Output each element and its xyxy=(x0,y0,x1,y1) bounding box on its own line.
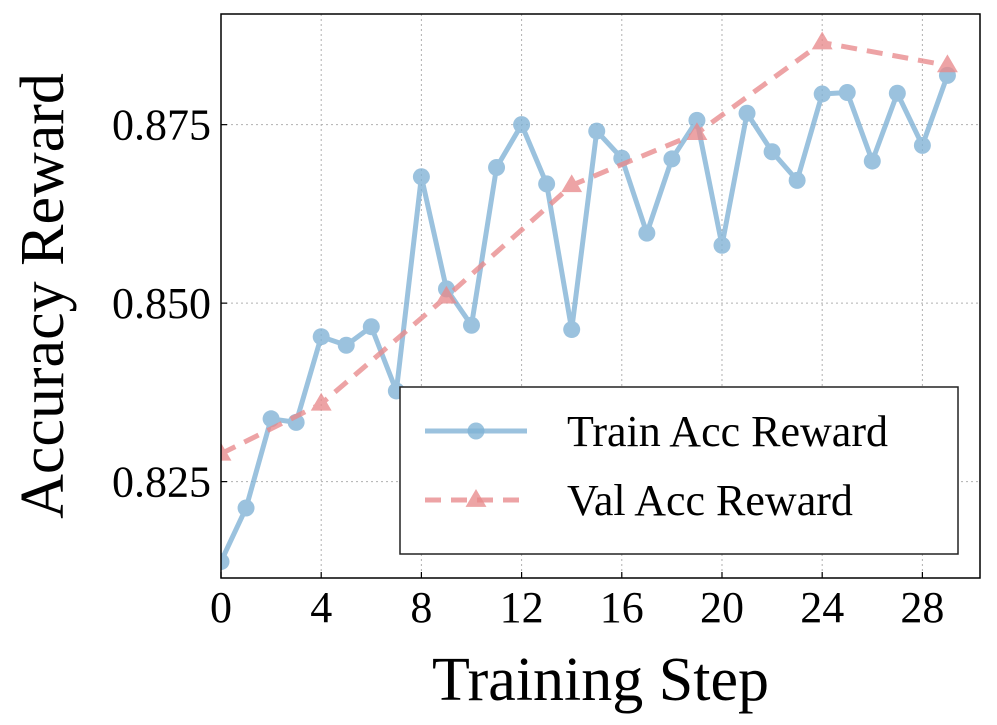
train-point xyxy=(588,122,606,140)
val-series xyxy=(221,31,958,461)
train-point xyxy=(488,158,506,176)
axis-ticks xyxy=(220,124,923,578)
val-point xyxy=(811,31,833,50)
series-group xyxy=(221,31,958,571)
train-point xyxy=(738,104,756,122)
x-tick-label: 4 xyxy=(310,583,332,632)
val-point xyxy=(936,54,958,73)
train-point xyxy=(663,150,681,168)
legend-val-marker xyxy=(465,489,487,507)
y-tick-label: 0.850 xyxy=(112,279,211,328)
train-point xyxy=(638,224,656,242)
train-point xyxy=(221,553,230,571)
x-tick-label: 20 xyxy=(700,583,744,632)
train-point xyxy=(888,84,906,102)
train-point xyxy=(237,499,255,517)
train-point xyxy=(813,85,831,103)
train-point xyxy=(412,168,430,186)
legend-train-label: Train Acc Reward xyxy=(567,407,888,456)
train-point xyxy=(688,111,706,129)
x-tick-label: 0 xyxy=(210,583,232,632)
train-point xyxy=(788,171,806,189)
legend: Train Acc Reward Val Acc Reward xyxy=(399,386,959,555)
val-point xyxy=(686,122,708,141)
x-tick-label: 8 xyxy=(410,583,432,632)
val-point xyxy=(435,285,457,304)
x-tick-label: 16 xyxy=(600,583,644,632)
val-point xyxy=(221,442,232,461)
y-tick-label: 0.825 xyxy=(112,458,211,507)
x-tick-label: 24 xyxy=(800,583,844,632)
legend-train-marker xyxy=(467,422,485,440)
train-point xyxy=(337,336,355,354)
x-tick-label: 12 xyxy=(500,583,544,632)
train-point xyxy=(563,321,581,339)
train-point xyxy=(838,84,856,102)
val-point xyxy=(310,392,332,411)
train-point xyxy=(913,136,931,154)
y-axis-title: Accuracy Reward xyxy=(9,73,77,519)
train-point xyxy=(462,316,480,334)
train-series xyxy=(221,66,956,571)
x-axis-title: Training Step xyxy=(432,646,769,714)
tick-labels: 0 4 8 12 16 20 24 28 0.825 0.850 0.875 xyxy=(112,101,944,632)
train-point xyxy=(538,175,556,193)
val-point xyxy=(561,174,583,193)
train-point xyxy=(713,236,731,254)
train-point xyxy=(362,318,380,336)
train-point xyxy=(262,410,280,428)
x-tick-label: 28 xyxy=(900,583,944,632)
train-point xyxy=(863,152,881,170)
legend-box xyxy=(399,386,959,555)
train-point xyxy=(513,116,531,134)
y-tick-label: 0.875 xyxy=(112,101,211,150)
legend-val-label: Val Acc Reward xyxy=(567,476,853,525)
train-point xyxy=(763,143,781,161)
plot-frame xyxy=(220,13,981,579)
train-point xyxy=(312,328,330,346)
